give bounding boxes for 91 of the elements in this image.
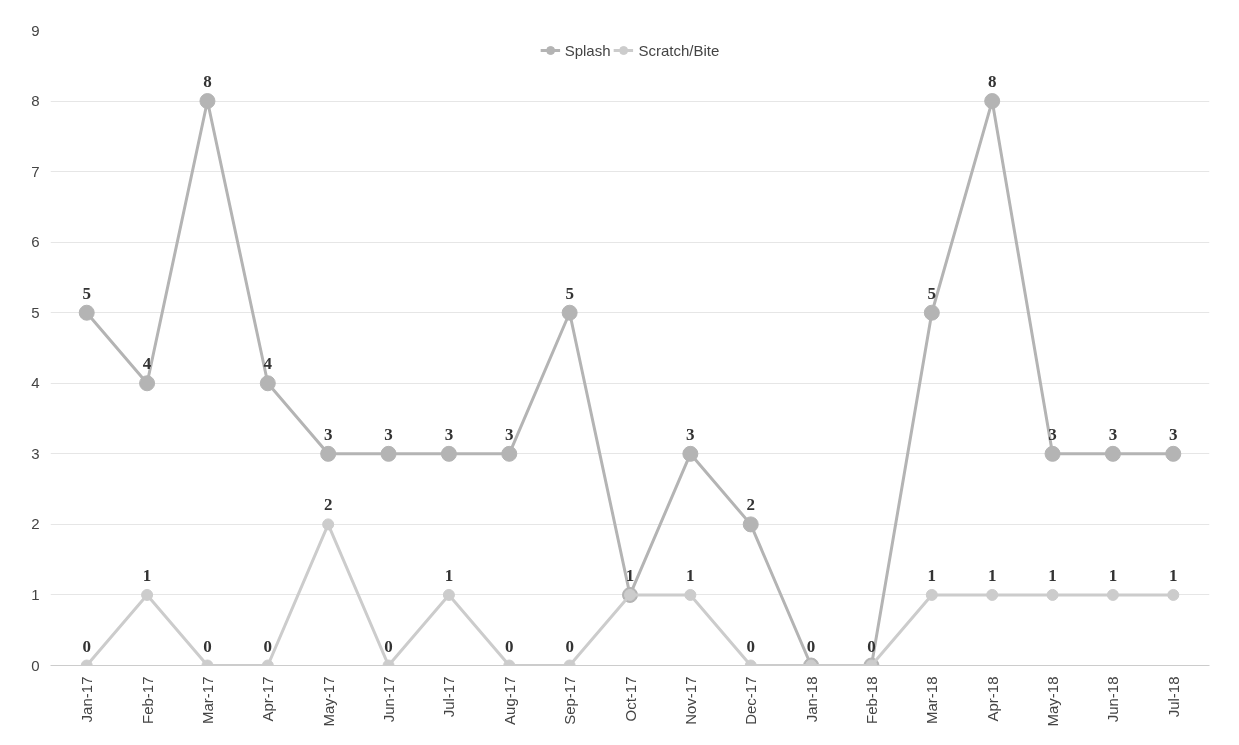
point [139,375,156,392]
point [684,588,697,601]
x-tick-label: May-17 [319,676,337,727]
data-label: 1 [444,565,454,585]
data-label: 0 [806,636,816,656]
x-tick-label: Oct-17 [621,676,639,722]
y-tick-label: 0 [31,656,40,674]
data-label: 4 [142,354,152,374]
point [1104,445,1121,462]
data-label: 1 [142,565,152,585]
x-tick-label: Mar-18 [923,676,941,725]
point [561,304,578,321]
data-label: 2 [323,495,333,515]
data-label: 2 [746,495,755,515]
data-label: 3 [323,424,333,444]
legend-label: Splash [564,41,611,59]
point [1046,588,1059,601]
point [923,304,940,321]
point [984,93,1001,110]
point [986,588,999,601]
data-label: 1 [686,565,695,585]
data-label: 1 [1108,565,1118,585]
data-label: 4 [263,354,273,374]
x-tick-label: Jun-17 [380,676,398,723]
y-tick-label: 6 [31,233,40,251]
data-label: 1 [1169,565,1178,585]
x-tick-label: Sep-17 [561,676,579,725]
point [380,445,397,462]
data-label: 0 [505,636,514,656]
point [1044,445,1061,462]
data-label: 0 [82,636,91,656]
data-label: 5 [565,283,574,303]
data-label: 5 [82,283,91,303]
data-label: 0 [565,636,574,656]
y-tick-label: 8 [31,92,40,110]
y-tick-label: 9 [31,21,40,39]
data-label: 3 [686,424,695,444]
y-tick-label: 7 [31,162,40,180]
x-tick-label: Feb-18 [862,676,880,725]
data-label: 3 [1108,424,1118,444]
point [742,516,759,533]
point [322,518,335,531]
x-tick-label: Jun-18 [1104,676,1122,723]
point [1106,588,1119,601]
y-tick-label: 3 [31,444,40,462]
data-label: 8 [987,72,997,92]
point [440,445,457,462]
data-label: 0 [263,636,273,656]
data-label: 0 [384,636,393,656]
data-label: 1 [1048,565,1057,585]
point [259,375,276,392]
data-label: 0 [746,636,755,656]
point [199,93,216,110]
x-tick-label: Jul-17 [440,676,458,718]
data-label: 3 [444,424,454,444]
x-tick-label: Mar-17 [198,676,216,725]
point [141,588,154,601]
x-tick-label: Jul-18 [1164,676,1182,718]
point [1165,445,1182,462]
point [320,445,337,462]
data-label: 3 [505,424,514,444]
x-tick-label: May-18 [1044,676,1062,727]
x-tick-label: Jan-18 [802,676,820,723]
data-label: 0 [203,636,212,656]
point [925,588,938,601]
data-label: 1 [927,565,937,585]
point [442,588,455,601]
data-label: 1 [987,565,997,585]
data-label: 3 [384,424,393,444]
point [501,445,518,462]
data-label: 3 [1048,424,1057,444]
x-tick-label: Aug-17 [500,676,518,725]
data-label: 5 [927,283,937,303]
point [78,304,95,321]
legend-label: Scratch/Bite [638,41,720,59]
data-label: 0 [867,636,876,656]
y-tick-label: 1 [31,585,40,603]
x-tick-label: Feb-17 [138,676,156,725]
data-label: 3 [1169,424,1178,444]
y-tick-label: 4 [31,374,40,392]
x-tick-label: Apr-17 [259,676,277,722]
data-label: 8 [203,72,212,92]
x-tick-label: Dec-17 [742,676,760,725]
x-tick-label: Jan-17 [78,676,96,723]
y-tick-label: 5 [31,303,40,321]
y-tick-label: 2 [31,515,40,533]
point [1167,588,1180,601]
x-tick-label: Nov-17 [681,676,699,725]
data-label: 1 [625,565,635,585]
point [682,445,699,462]
x-tick-label: Apr-18 [983,676,1001,722]
